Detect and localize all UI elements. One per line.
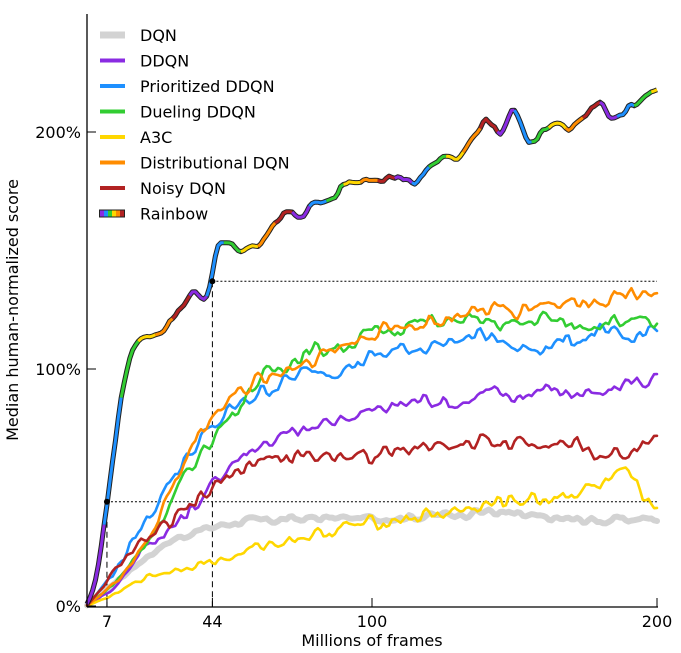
legend-label-prioritized-ddqn: Prioritized DDQN xyxy=(140,77,275,96)
series-rainbow-segment xyxy=(428,154,447,169)
series-rainbow-segment xyxy=(633,90,653,108)
series-distributional-dqn-line xyxy=(85,286,659,607)
legend-label-ddqn: DDQN xyxy=(140,52,189,71)
series-rainbow-segment xyxy=(377,174,396,183)
x-tick-label: 44 xyxy=(202,612,222,631)
series-rainbow-segment xyxy=(240,244,259,254)
x-tick-label: 100 xyxy=(357,612,388,631)
series-rainbow-segment xyxy=(85,524,106,605)
legend-label-dueling-ddqn: Dueling DDQN xyxy=(140,103,256,122)
legend-label-a3c: A3C xyxy=(140,128,172,147)
series-noisy-dqn-line xyxy=(85,433,659,607)
series-layer xyxy=(84,87,660,609)
legend-swatch-rainbow-segment xyxy=(100,210,104,217)
series-rainbow-segment xyxy=(274,210,293,225)
legend-swatch-rainbow-segment xyxy=(104,210,108,217)
series-rainbow-segment xyxy=(171,294,191,320)
series-a3c-line xyxy=(85,466,659,607)
reference-point-marker xyxy=(209,278,216,285)
series-rainbow-segment xyxy=(308,199,327,208)
legend-swatch-rainbow-segment xyxy=(120,210,124,217)
series-ddqn-line xyxy=(85,372,659,607)
y-tick-label: 0% xyxy=(56,597,81,616)
legend-swatch-rainbow-segment xyxy=(112,210,116,217)
series-rainbow-segment xyxy=(205,241,224,297)
x-tick-label: 7 xyxy=(102,612,112,631)
y-tick-label: 100% xyxy=(35,360,81,379)
x-tick-label: 200 xyxy=(642,612,673,631)
reference-lines xyxy=(106,280,657,607)
legend-label-rainbow: Rainbow xyxy=(140,205,208,224)
reference-point-marker xyxy=(103,498,110,505)
series-rainbow-segment xyxy=(102,397,123,525)
series-prioritized-ddqn-line xyxy=(85,322,659,607)
y-axis-label: Median human-normalized score xyxy=(3,179,22,441)
series-rainbow-segment xyxy=(531,126,550,144)
series-rainbow-segment xyxy=(137,333,156,343)
series-rainbow-segment xyxy=(650,88,658,94)
series-rainbow-segment xyxy=(188,290,208,301)
series-rainbow-segment xyxy=(343,180,361,186)
series-rainbow-segment xyxy=(394,175,413,184)
series-rainbow-segment xyxy=(616,102,635,118)
legend: DQN DDQN Prioritized DDQN Dueling DDQN A3C Di… xyxy=(99,26,290,224)
series-rainbow-segment xyxy=(256,221,277,248)
series-rainbow-segment xyxy=(445,151,465,161)
legend-label-noisy-dqn: Noisy DQN xyxy=(140,179,226,198)
series-rainbow-segment xyxy=(291,205,311,219)
series-rainbow-segment xyxy=(582,100,601,119)
series-rainbow-segment xyxy=(547,121,567,130)
series-rainbow-segment xyxy=(564,116,584,132)
legend-swatch-rainbow-segment xyxy=(108,210,112,217)
series-rainbow-segment xyxy=(325,183,345,203)
series-dueling-ddqn-line xyxy=(85,310,659,607)
series-rainbow-segment xyxy=(119,340,140,398)
series-rainbow-segment xyxy=(599,101,618,120)
series-rainbow-segment xyxy=(496,108,515,136)
legend-label-dqn: DQN xyxy=(140,26,177,45)
series-rainbow-segment xyxy=(513,109,532,144)
series-rainbow-segment xyxy=(478,117,499,133)
series-rainbow-segment xyxy=(411,165,431,186)
series-rainbow-segment xyxy=(155,317,174,337)
ticks: 7 44 100 200 0% 100% 200% xyxy=(35,123,672,631)
y-tick-label: 200% xyxy=(35,123,81,142)
series-rainbow-segment xyxy=(359,177,378,184)
legend-swatch-rainbow-segment xyxy=(116,210,120,217)
legend-label-distributional-dqn: Distributional DQN xyxy=(140,154,290,173)
series-rainbow-segment xyxy=(223,241,242,254)
series-rainbow-segment xyxy=(461,127,482,154)
x-axis-label: Millions of frames xyxy=(301,631,442,650)
